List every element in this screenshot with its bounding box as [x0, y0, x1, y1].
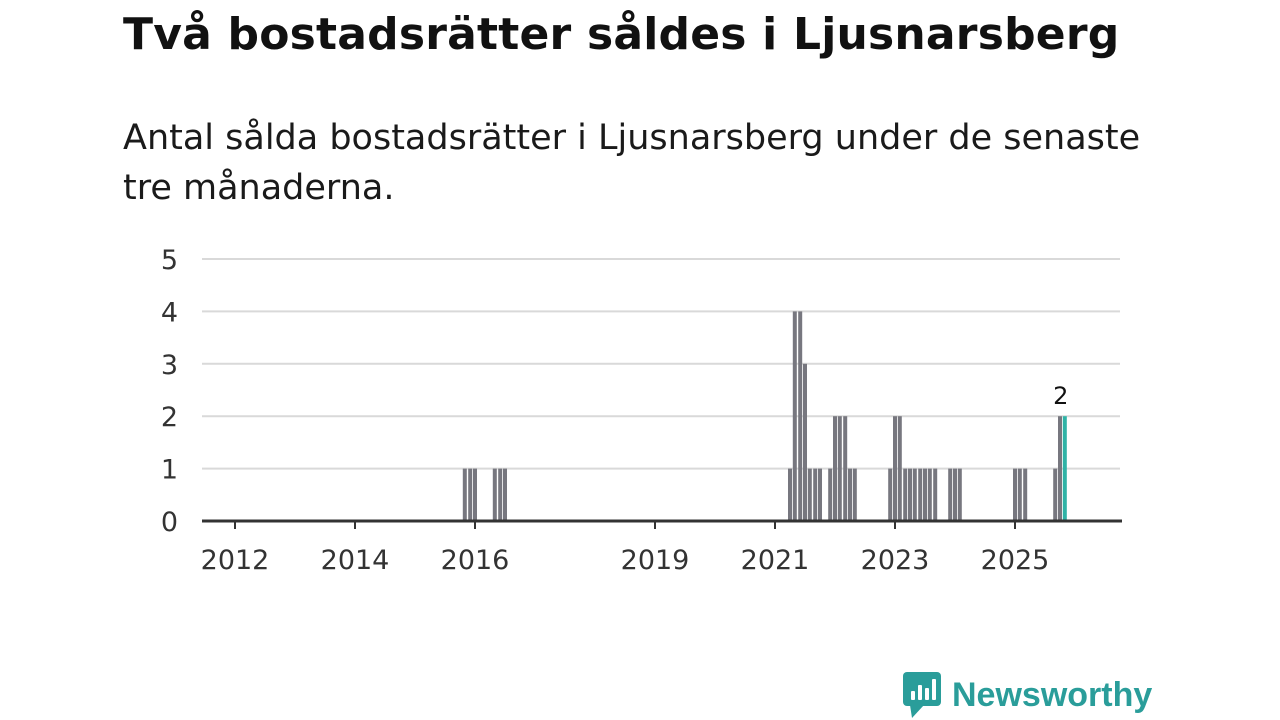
- y-tick-label: 4: [161, 297, 178, 328]
- bar: [798, 311, 803, 521]
- bar: [933, 468, 938, 521]
- bar: [503, 468, 507, 521]
- bar: [852, 468, 857, 521]
- chart-subtitle: Antal sålda bostadsrätter i Ljusnarsberg…: [123, 118, 1141, 208]
- bar: [1023, 468, 1028, 521]
- bar: [888, 468, 893, 521]
- x-axis-ticks: 2012 2014 2016 2019 2021 2023 2025: [201, 521, 1050, 576]
- bar: [462, 468, 467, 521]
- y-tick-label: 3: [161, 350, 178, 381]
- bar: [927, 468, 932, 521]
- bar: [848, 468, 852, 521]
- brand-name: Newsworthy: [952, 676, 1153, 714]
- bars: [462, 311, 1067, 521]
- bar: [473, 468, 477, 521]
- bar: [807, 468, 812, 521]
- x-tick-label: 2023: [861, 545, 930, 576]
- bar: [953, 468, 957, 521]
- bar: [498, 468, 503, 521]
- gridlines: [202, 258, 1120, 470]
- bar: [897, 416, 902, 521]
- bar: [837, 416, 842, 521]
- x-tick-label: 2021: [741, 545, 810, 576]
- bar: [912, 468, 917, 521]
- bar-chart: 0 1 2 3 4 5 2012 2014 2016 2019 2021 2023 2025 2: [161, 245, 1122, 576]
- bar-highlight: [1062, 416, 1067, 521]
- x-tick-label: 2025: [981, 545, 1050, 576]
- data-labels: 2: [1053, 382, 1068, 410]
- bar: [1017, 468, 1022, 521]
- y-tick-label: 2: [161, 402, 178, 433]
- chart-title: Två bostadsrätter såldes i Ljusnarsberg: [123, 9, 1120, 60]
- bar: [948, 468, 953, 521]
- bar: [957, 468, 962, 521]
- bar: [1053, 468, 1058, 521]
- y-axis-ticks: 0 1 2 3 4 5: [161, 245, 178, 538]
- x-tick-label: 2012: [201, 545, 270, 576]
- bar: [833, 416, 837, 521]
- bar: [492, 468, 497, 521]
- bar: [908, 468, 912, 521]
- highlight-data-label: 2: [1053, 382, 1068, 410]
- y-tick-label: 0: [161, 507, 178, 538]
- bar: [918, 468, 923, 521]
- x-tick-label: 2016: [441, 545, 510, 576]
- bar: [818, 468, 822, 521]
- bar: [843, 416, 848, 521]
- bar: [1013, 468, 1017, 521]
- bar: [903, 468, 908, 521]
- bar: [893, 416, 897, 521]
- bar: [803, 363, 807, 521]
- x-tick-label: 2014: [321, 545, 390, 576]
- y-tick-label: 1: [161, 455, 178, 486]
- x-tick-label: 2019: [621, 545, 690, 576]
- y-tick-label: 5: [161, 245, 178, 276]
- bar: [792, 311, 797, 521]
- bar: [828, 468, 833, 521]
- bar: [923, 468, 927, 521]
- brand-logo: Newsworthy: [902, 671, 1152, 719]
- bar: [788, 468, 792, 521]
- bar: [1058, 416, 1062, 521]
- bar: [468, 468, 473, 521]
- bar: [813, 468, 818, 521]
- chart-bubble-icon: [903, 672, 941, 718]
